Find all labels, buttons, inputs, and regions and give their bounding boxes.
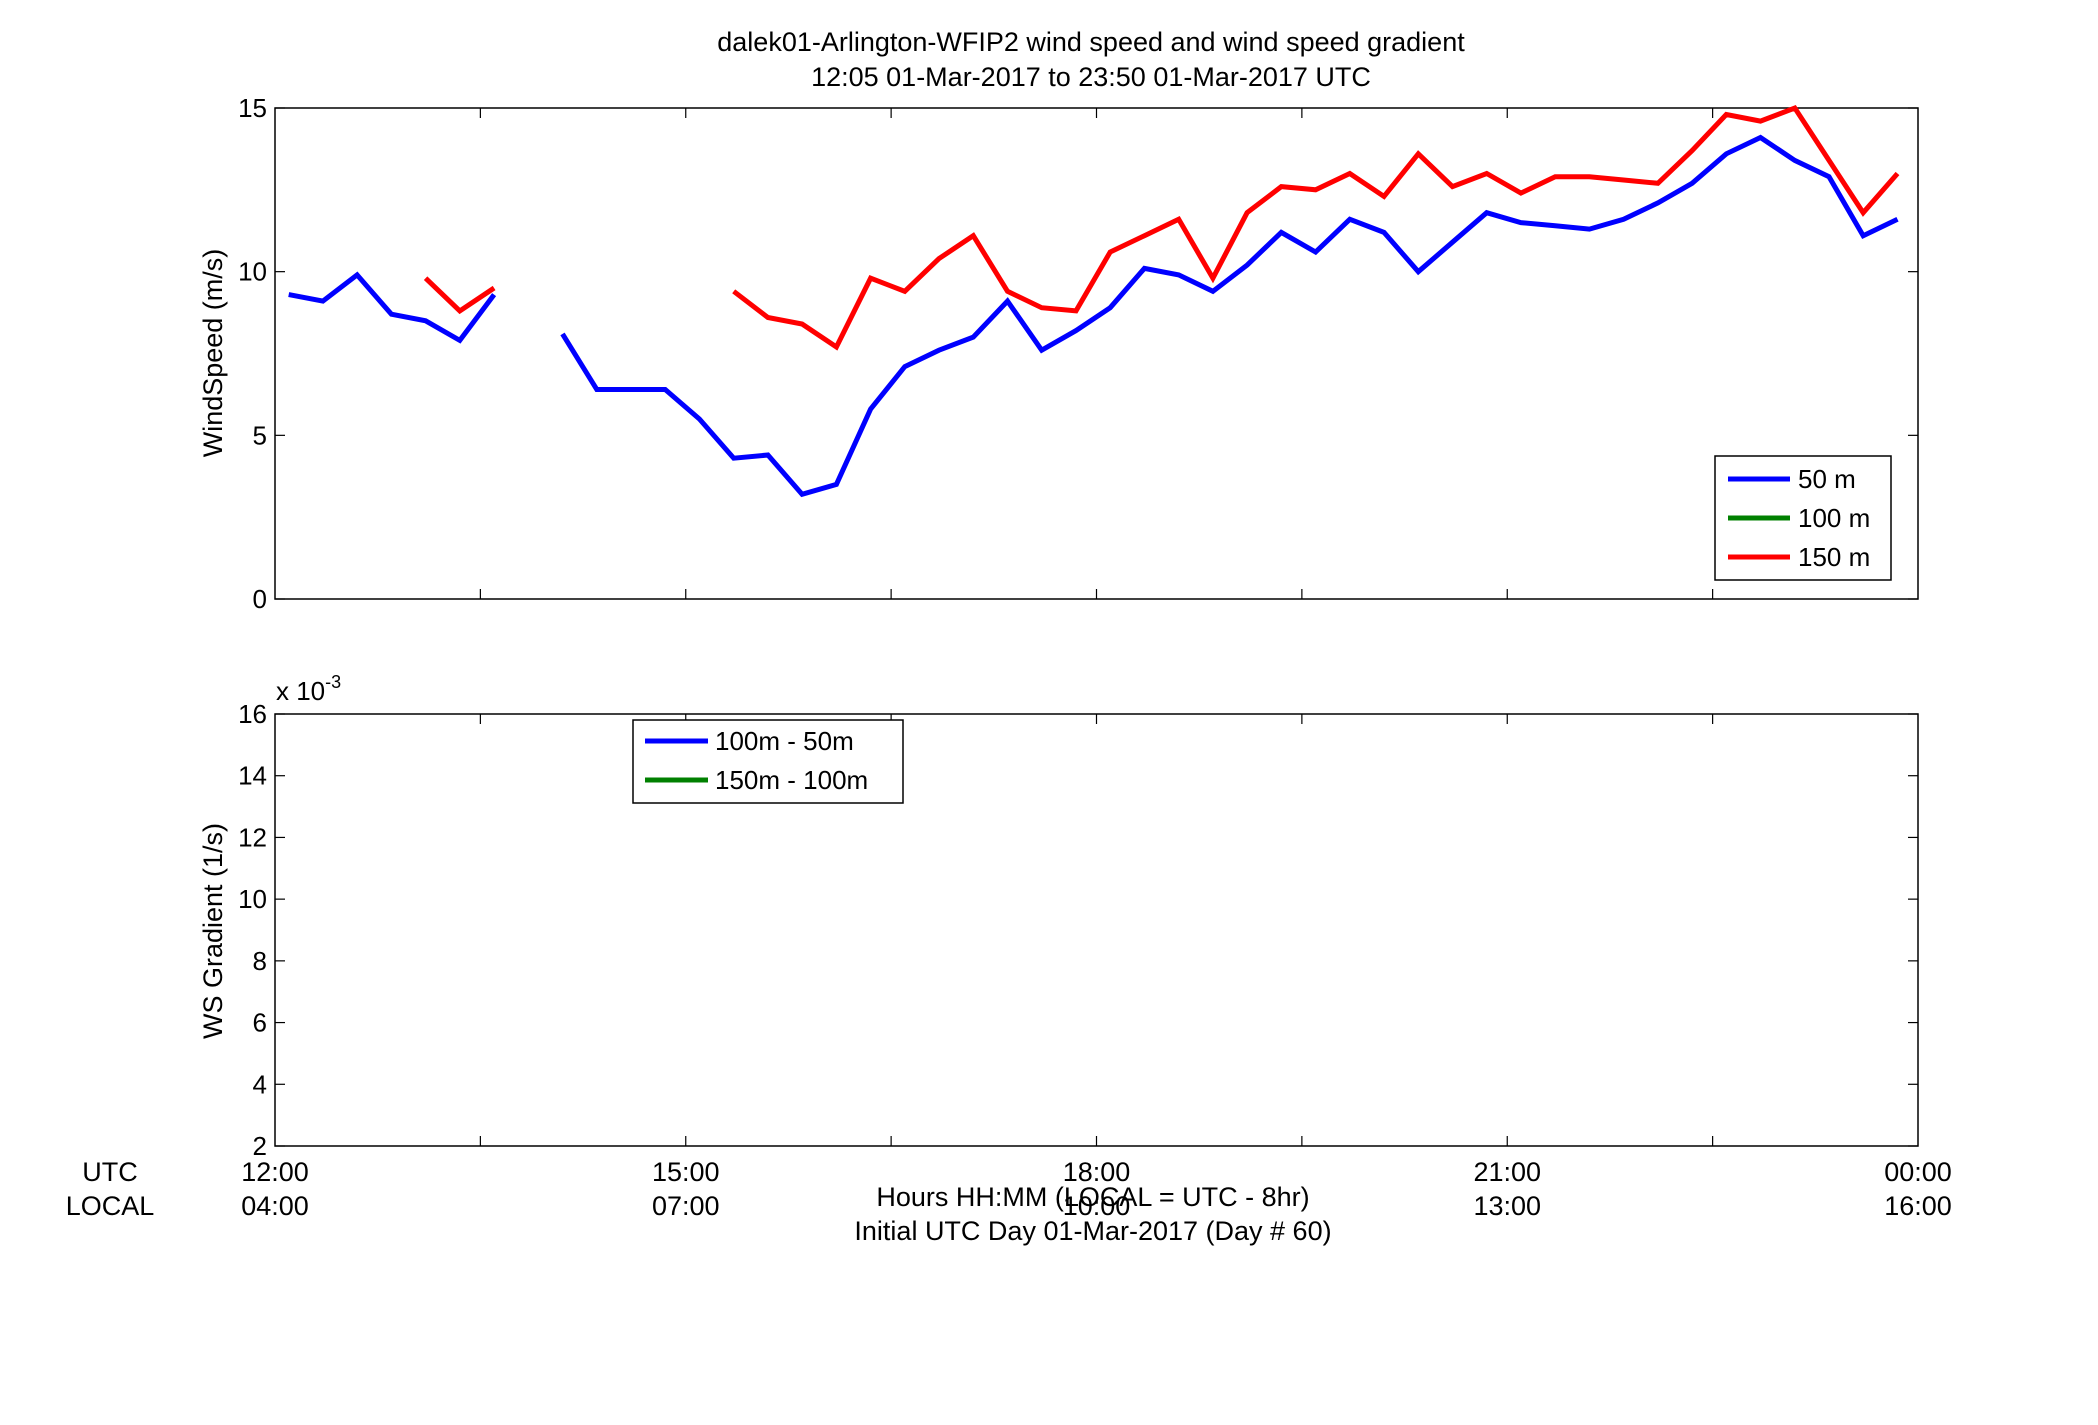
utc-row-label: UTC bbox=[82, 1157, 138, 1187]
gradient-y-tick-label: 6 bbox=[253, 1008, 267, 1038]
x-axis-label-line1: Hours HH:MM (LOCAL = UTC - 8hr) bbox=[876, 1182, 1309, 1212]
gradient-y-tick-label: 16 bbox=[238, 699, 267, 729]
local-tick-label: 10:00 bbox=[1063, 1191, 1131, 1221]
gradient-y-label: WS Gradient (1/s) bbox=[198, 823, 228, 1039]
local-row-label: LOCAL bbox=[66, 1191, 155, 1221]
windspeed-x-ticks bbox=[479, 108, 1714, 599]
local-tick-label: 13:00 bbox=[1473, 1191, 1541, 1221]
chart-title-line2: 12:05 01-Mar-2017 to 23:50 01-Mar-2017 U… bbox=[811, 62, 1371, 92]
gradient-y-tick-label: 2 bbox=[253, 1131, 267, 1161]
utc-tick-label: 12:00 bbox=[241, 1157, 309, 1187]
series-line-50m bbox=[560, 134, 1899, 498]
x-axis-label-line2: Initial UTC Day 01-Mar-2017 (Day # 60) bbox=[854, 1216, 1331, 1246]
utc-tick-label: 15:00 bbox=[652, 1157, 720, 1187]
utc-tick-label: 18:00 bbox=[1063, 1157, 1131, 1187]
gradient-panel: 2 4 6 8 10 12 14 16 x 10-3 WS Gradient (1/s) 10… bbox=[198, 672, 1919, 1161]
gradient-y-ticks: 2 4 6 8 10 12 14 16 bbox=[238, 699, 1918, 1161]
time-axis-labels: 12:00 04:00 15:00 07:00 18:00 10:00 21:00 13:00… bbox=[241, 1157, 1952, 1221]
gradient-y-multiplier-base: x 10 bbox=[276, 676, 325, 706]
windspeed-y-tick-label: 10 bbox=[238, 257, 267, 287]
chart-title-line1: dalek01-Arlington-WFIP2 wind speed and w… bbox=[717, 27, 1465, 57]
gradient-legend-box bbox=[632, 719, 904, 804]
windspeed-legend: 50 m 100 m 150 m bbox=[1714, 455, 1892, 581]
windspeed-y-tick-label: 0 bbox=[253, 584, 267, 614]
gradient-y-tick-label: 12 bbox=[238, 822, 267, 852]
windspeed-series bbox=[288, 104, 1900, 498]
windspeed-y-ticks: 0 5 10 15 bbox=[238, 93, 1918, 614]
gradient-y-tick-label: 14 bbox=[238, 761, 267, 791]
windspeed-y-label: WindSpeed (m/s) bbox=[198, 249, 228, 458]
legend-label-100m-50m: 100m - 50m bbox=[715, 726, 854, 756]
legend-label-50m: 50 m bbox=[1798, 464, 1856, 494]
series-line-50m bbox=[288, 271, 497, 344]
series-line-150m bbox=[732, 104, 1900, 351]
gradient-y-multiplier: x 10-3 bbox=[276, 672, 341, 706]
local-tick-label: 16:00 bbox=[1884, 1191, 1952, 1221]
gradient-y-multiplier-exponent: -3 bbox=[325, 672, 341, 692]
legend-label-150m: 150 m bbox=[1798, 542, 1870, 572]
windspeed-panel: 0 5 10 15 WindSpeed (m/s) 50 m 100 m 150 m bbox=[198, 93, 1919, 614]
gradient-legend: 100m - 50m 150m - 100m bbox=[632, 719, 904, 804]
local-tick-label: 04:00 bbox=[241, 1191, 309, 1221]
local-tick-label: 07:00 bbox=[652, 1191, 720, 1221]
windspeed-y-tick-label: 5 bbox=[253, 420, 267, 450]
windspeed-y-tick-label: 15 bbox=[238, 93, 267, 123]
utc-tick-label: 00:00 bbox=[1884, 1157, 1952, 1187]
series-line-150m bbox=[423, 276, 496, 315]
gradient-y-tick-label: 8 bbox=[253, 946, 267, 976]
utc-tick-label: 21:00 bbox=[1473, 1157, 1541, 1187]
legend-label-150m-100m: 150m - 100m bbox=[715, 765, 868, 795]
gradient-y-tick-label: 10 bbox=[238, 884, 267, 914]
gradient-y-tick-label: 4 bbox=[253, 1069, 267, 1099]
legend-label-100m: 100 m bbox=[1798, 503, 1870, 533]
